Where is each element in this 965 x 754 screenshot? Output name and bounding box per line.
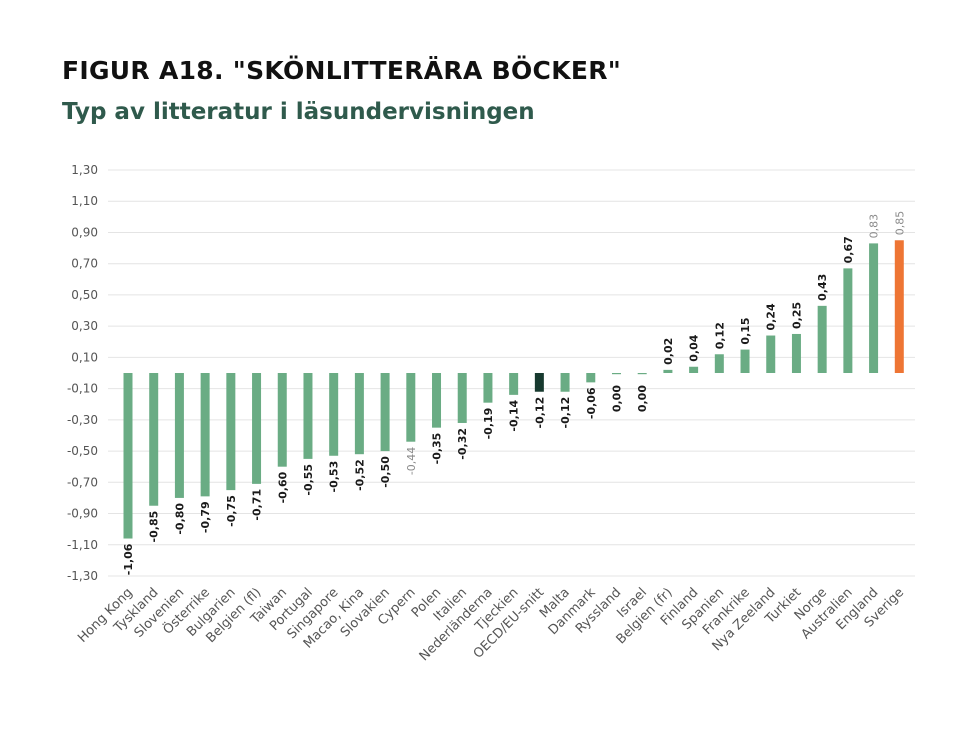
bar	[611, 373, 621, 375]
bar	[354, 373, 364, 455]
bar	[894, 240, 904, 373]
value-label: 0,25	[790, 302, 803, 329]
value-label: 0,24	[765, 303, 778, 330]
value-label: -0,80	[173, 503, 186, 535]
value-label: 0,12	[713, 322, 726, 349]
bar	[406, 373, 416, 442]
chart-title: FIGUR A18. "SKÖNLITTERÄRA BÖCKER"	[62, 56, 622, 85]
y-tick-label: 0,90	[71, 225, 98, 239]
bar	[869, 243, 879, 373]
bar	[483, 373, 493, 403]
bar	[534, 373, 544, 392]
value-label: -0,12	[533, 397, 546, 429]
bar	[123, 373, 133, 539]
bar	[303, 373, 313, 459]
value-label: -0,14	[508, 400, 521, 432]
value-labels: -1,06 -0,85 -0,80 -0,79 -0,75 -0,71 -0,60 -0,55…	[122, 211, 906, 575]
value-label: -0,79	[199, 501, 212, 533]
bar	[252, 373, 262, 484]
bar	[457, 373, 467, 423]
value-label: 0,00	[636, 385, 649, 412]
value-label: 0,85	[893, 211, 906, 236]
value-label: -0,12	[559, 397, 572, 429]
bar	[329, 373, 339, 456]
bar	[791, 333, 801, 373]
bar	[149, 373, 159, 506]
value-label: -0,32	[456, 428, 469, 460]
value-label: -0,19	[482, 408, 495, 440]
value-label: -0,06	[585, 387, 598, 419]
y-tick-label: -0,70	[67, 475, 98, 489]
value-label: 0,02	[662, 338, 675, 365]
y-tick-label: -1,10	[67, 538, 98, 552]
x-axis-labels: Hong KongTysklandSlovenienÖsterrikeBulga…	[75, 584, 907, 664]
y-tick-label: -0,90	[67, 507, 98, 521]
bar	[560, 373, 570, 392]
value-label: -0,75	[225, 495, 238, 527]
value-label: 0,00	[610, 385, 623, 412]
value-label: -0,60	[276, 471, 289, 503]
value-label: -0,53	[328, 461, 341, 493]
y-tick-label: 0,70	[71, 257, 98, 271]
y-tick-label: 0,10	[71, 350, 98, 364]
y-tick-label: 1,30	[71, 163, 98, 177]
value-label: -0,44	[405, 447, 418, 475]
value-label: -0,85	[148, 511, 161, 543]
bar	[380, 373, 390, 452]
y-tick-label: -1,30	[67, 569, 98, 583]
bar	[586, 373, 596, 383]
bar	[766, 335, 776, 373]
bar	[689, 366, 699, 373]
value-label: 0,67	[842, 236, 855, 263]
y-tick-label: -0,30	[67, 413, 98, 427]
y-tick-label: 0,30	[71, 319, 98, 333]
bar	[432, 373, 442, 428]
bar	[663, 369, 673, 373]
bar	[174, 373, 184, 498]
y-tick-label: 0,50	[71, 288, 98, 302]
bar	[509, 373, 519, 395]
value-label: -0,55	[302, 464, 315, 496]
y-axis-ticks: 1,30 1,10 0,90 0,70 0,50 0,30 0,10 -0,10 -0,30 -0…	[67, 163, 98, 583]
value-label: -0,50	[379, 456, 392, 488]
value-label: -0,52	[353, 459, 366, 491]
bar	[714, 354, 724, 373]
chart-subtitle: Typ av litteratur i läsundervisningen	[62, 99, 535, 125]
bars	[123, 240, 904, 539]
bar	[226, 373, 236, 491]
value-label: 0,04	[688, 334, 701, 361]
value-label: -1,06	[122, 543, 135, 575]
bar	[200, 373, 210, 497]
value-label: 0,15	[739, 317, 752, 344]
y-tick-label: 1,10	[71, 194, 98, 208]
bar	[843, 268, 853, 373]
y-tick-label: -0,10	[67, 382, 98, 396]
value-label: -0,71	[251, 489, 264, 521]
bar	[740, 349, 750, 373]
value-label: 0,43	[816, 274, 829, 301]
bar	[637, 373, 647, 375]
y-tick-label: -0,50	[67, 444, 98, 458]
bar	[277, 373, 287, 467]
value-label: 0,83	[868, 214, 881, 239]
bar	[817, 305, 827, 373]
value-label: -0,35	[431, 433, 444, 465]
